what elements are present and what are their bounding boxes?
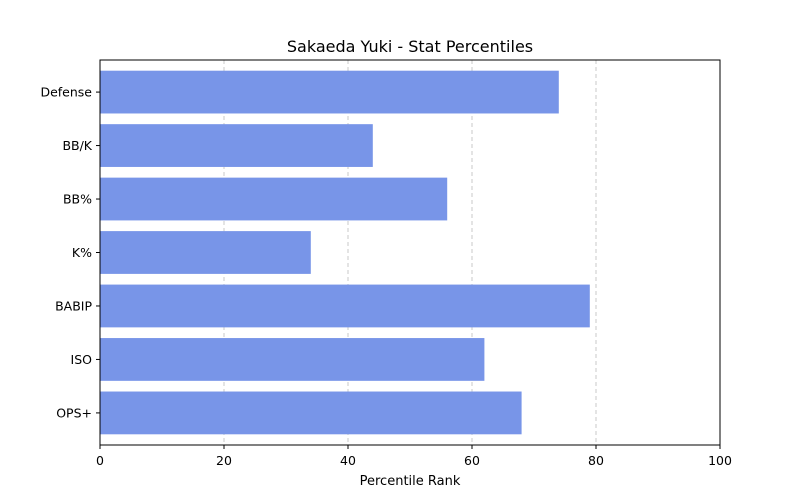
y-axis: OPS+ ISO BABIP K% BB% BB/K Defense	[40, 85, 100, 420]
y-tick-label: K%	[72, 245, 92, 260]
bar	[100, 391, 522, 435]
y-tick-label: BB%	[63, 192, 92, 207]
bar	[100, 231, 311, 274]
bar	[100, 284, 590, 328]
x-axis-label: Percentile Rank	[360, 474, 461, 489]
bar	[100, 338, 485, 381]
bar	[100, 70, 559, 114]
y-tick-label: BABIP	[55, 298, 92, 313]
x-axis: 0 20 40 60 80 100	[96, 445, 732, 468]
chart-title: Sakaeda Yuki - Stat Percentiles	[287, 37, 533, 56]
x-tick-label: 60	[464, 453, 480, 468]
y-tick-label: Defense	[40, 85, 92, 100]
x-tick-label: 0	[96, 453, 104, 468]
x-tick-label: 100	[708, 453, 732, 468]
bar	[100, 177, 448, 221]
bar	[100, 124, 373, 167]
x-tick-label: 20	[216, 453, 232, 468]
x-tick-label: 40	[340, 453, 356, 468]
y-tick-label: ISO	[71, 352, 93, 367]
y-tick-label: OPS+	[56, 405, 92, 420]
x-tick-label: 80	[588, 453, 604, 468]
bars	[100, 70, 590, 435]
y-tick-label: BB/K	[62, 138, 92, 153]
